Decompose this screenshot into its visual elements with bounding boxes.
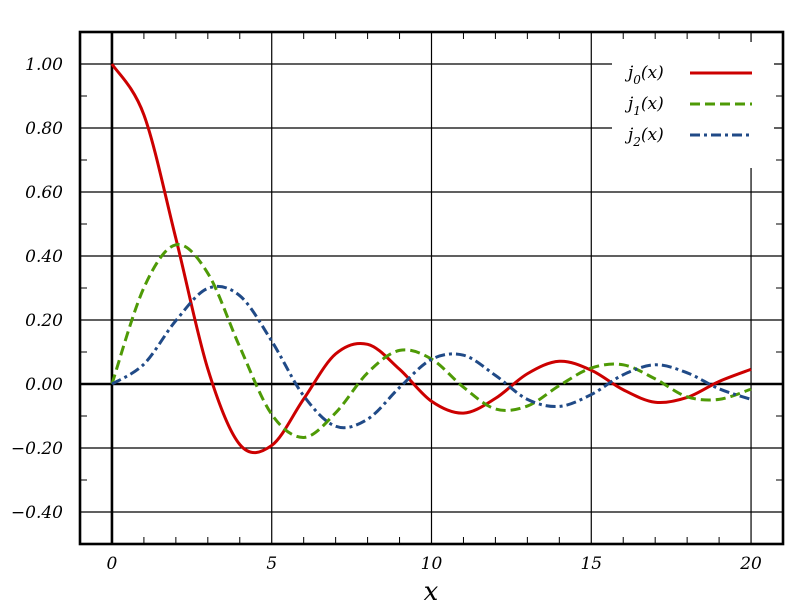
y-tick-label: 0.20 bbox=[25, 311, 63, 331]
plot-border bbox=[78, 30, 785, 546]
plot-frame bbox=[78, 30, 785, 546]
legend: j0(x) j1(x) j2(x) bbox=[612, 42, 774, 168]
legend-label-j2: j2(x) bbox=[624, 125, 664, 149]
x-tick-labels: 0 5 10 15 20 bbox=[107, 554, 763, 574]
y-tick-label: 0.40 bbox=[25, 247, 63, 267]
y-tick-label: 0.80 bbox=[25, 119, 63, 139]
y-tick-label: 0.60 bbox=[25, 183, 63, 203]
y-tick-label: −0.20 bbox=[11, 439, 63, 459]
x-axis-title: x bbox=[424, 577, 439, 607]
y-tick-labels: −0.40 −0.20 0.00 0.20 0.40 0.60 0.80 1.00 bbox=[11, 55, 63, 523]
y-tick-label: 1.00 bbox=[25, 55, 63, 75]
x-tick-label: 20 bbox=[739, 554, 762, 574]
series-group bbox=[110, 63, 752, 455]
series-line-j1 bbox=[110, 243, 752, 439]
x-tick-label: 5 bbox=[266, 554, 277, 574]
y-tick-label: −0.40 bbox=[11, 503, 63, 523]
series-line-j0 bbox=[110, 63, 752, 455]
x-tick-label: 0 bbox=[107, 554, 118, 574]
legend-label-j1: j1(x) bbox=[624, 94, 664, 118]
x-tick-label: 10 bbox=[421, 554, 443, 574]
y-tick-label: 0.00 bbox=[25, 375, 63, 395]
series-line-j2 bbox=[111, 284, 752, 430]
legend-label-j0: j0(x) bbox=[624, 63, 664, 87]
x-tick-label: 15 bbox=[580, 554, 602, 574]
